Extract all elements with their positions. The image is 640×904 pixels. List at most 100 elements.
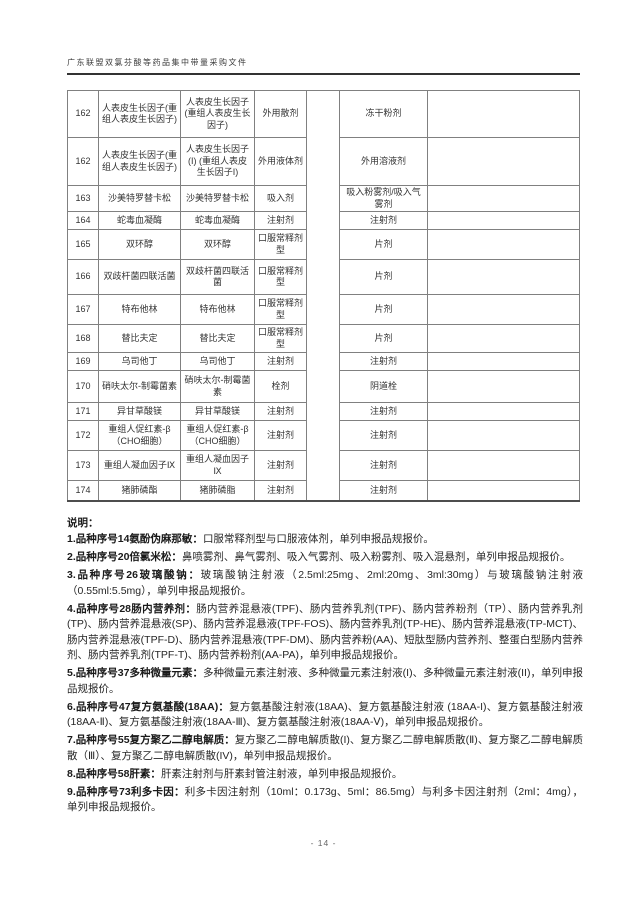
drug-name-alt-cell: 人表皮生长因子(I) (重组人表皮生长因子I) <box>180 137 255 186</box>
empty-note-cell <box>427 229 580 260</box>
drug-name-cell: 双歧杆菌四联活菌 <box>98 259 181 295</box>
drug-name-alt-cell: 重组人凝血因子Ⅸ <box>180 450 255 481</box>
empty-note-cell <box>427 185 580 212</box>
dosage-form-cell: 口服常释剂型 <box>254 229 307 260</box>
dosage-form-detail-cell: 阴道栓 <box>339 370 428 403</box>
drug-name-cell: 蛇毒血凝酶 <box>98 211 181 230</box>
note-text: 复方氨基酸注射液(18AA)、复方氨基酸注射液 (18AA-I)、复方氨基酸注射… <box>67 700 583 729</box>
row-index-cell: 166 <box>67 259 99 295</box>
note-label: 1.品种序号14氨酚伪麻那敏： <box>67 533 203 545</box>
row-index-cell: 170 <box>67 370 99 403</box>
dosage-form-detail-cell: 冻干粉剂 <box>339 90 428 138</box>
dosage-form-detail-cell: 外用溶液剂 <box>339 137 428 186</box>
page-header: 广东联盟双氯芬酸等药品集中带量采购文件 <box>67 57 580 75</box>
table-row: 164 蛇毒血凝酶 蛇毒血凝酶 注射剂 注射剂 <box>67 211 580 230</box>
note-label: 3.品种序号26玻璃酸钠： <box>67 569 201 581</box>
drug-name-alt-cell: 异甘草酸镁 <box>180 402 255 421</box>
drug-name-cell: 硝呋太尔-制霉菌素 <box>98 370 181 403</box>
note-text: 多种微量元素注射液、多种微量元素注射液(I)、多种微量元素注射液(II)，单列申… <box>67 667 583 695</box>
dosage-form-detail-cell: 注射剂 <box>339 450 428 481</box>
dosage-form-detail-cell: 片剂 <box>339 259 428 295</box>
header-title: 广东联盟双氯芬酸等药品集中带量采购文件 <box>67 58 248 67</box>
dosage-form-cell: 外用散剂 <box>254 90 307 138</box>
dosage-form-detail-cell: 注射剂 <box>339 211 428 230</box>
table-row: 173 重组人凝血因子Ⅸ 重组人凝血因子Ⅸ 注射剂 注射剂 <box>67 450 580 481</box>
empty-note-cell <box>427 211 580 230</box>
drug-name-alt-cell: 乌司他丁 <box>180 352 255 371</box>
notes-title: 说明： <box>67 516 99 529</box>
note-item: 2.品种序号20倍氯米松：鼻喷雾剂、鼻气雾剂、吸入气雾剂、吸入粉雾剂、吸入混悬剂… <box>67 550 583 566</box>
dosage-form-cell: 注射剂 <box>254 402 307 421</box>
table-row: 174 猪肺磷酯 猪肺磷脂 注射剂 注射剂 <box>67 480 580 501</box>
notes-list: 1.品种序号14氨酚伪麻那敏：口服常释剂型与口服液体剂，单列申报品规报价。 2.品… <box>67 532 583 816</box>
dosage-form-detail-cell: 片剂 <box>339 324 428 353</box>
note-label: 6.品种序号47复方氨基酸(18AA)： <box>67 700 230 713</box>
page-number: - 14 - <box>310 838 337 848</box>
note-item: 3.品种序号26玻璃酸钠：玻璃酸钠注射液（2.5ml:25mg、2ml:20mg… <box>67 568 583 599</box>
dosage-form-cell: 口服常释剂型 <box>254 294 307 325</box>
drug-name-alt-cell: 蛇毒血凝酶 <box>180 211 255 230</box>
table-row: 162 人表皮生长因子(重组人表皮生长因子) 人表皮生长因子(重组人表皮生长因子) 外… <box>67 90 580 501</box>
row-index-cell: 171 <box>67 402 99 421</box>
empty-note-cell <box>427 352 580 371</box>
row-index-cell: 172 <box>67 420 99 451</box>
table-row: 162 人表皮生长因子(重组人表皮生长因子) 人表皮生长因子(I) (重组人表皮生长… <box>67 137 580 186</box>
note-text: 玻璃酸钠注射液（2.5ml:25mg、2ml:20mg、3ml:30mg）与玻璃… <box>67 569 583 597</box>
note-label: 7.品种序号55复方聚乙二醇电解质： <box>67 734 235 746</box>
row-index-cell: 168 <box>67 324 99 353</box>
dosage-form-detail-cell: 注射剂 <box>339 480 428 501</box>
dosage-form-cell: 口服常释剂型 <box>254 324 307 353</box>
note-text: 口服常释剂型与口服液体剂，单列申报品规报价。 <box>202 533 434 545</box>
row-index-cell: 164 <box>67 211 99 230</box>
dosage-form-cell: 注射剂 <box>254 352 307 371</box>
empty-note-cell <box>427 294 580 325</box>
note-item: 8.品种序号58肝素：肝素注射剂与肝素封管注射液，单列申报品规报价。 <box>67 767 583 783</box>
note-label: 8.品种序号58肝素： <box>67 767 161 780</box>
drug-name-alt-cell: 替比夫定 <box>180 324 255 353</box>
drug-name-alt-cell: 猪肺磷脂 <box>180 480 255 501</box>
note-label: 2.品种序号20倍氯米松： <box>67 551 182 563</box>
drug-name-alt-cell: 重组人促红素-β（CHO细胞） <box>180 420 255 451</box>
drug-name-cell: 乌司他丁 <box>98 352 181 371</box>
dosage-form-cell: 栓剂 <box>254 370 307 403</box>
dosage-form-detail-cell: 吸入粉雾剂/吸入气雾剂 <box>339 185 428 212</box>
drug-name-alt-cell: 双环醇 <box>180 229 255 260</box>
drug-name-cell: 重组人凝血因子Ⅸ <box>98 450 181 481</box>
row-index-cell: 165 <box>67 229 99 260</box>
dosage-form-detail-cell: 片剂 <box>339 229 428 260</box>
table-row: 170 硝呋太尔-制霉菌素 硝呋太尔-制霉菌素 栓剂 阴道栓 <box>67 370 580 403</box>
drug-name-alt-cell: 人表皮生长因子(重组人表皮生长因子) <box>180 90 255 138</box>
drug-name-cell: 猪肺磷酯 <box>98 480 181 501</box>
drug-name-alt-cell: 特布他林 <box>180 294 255 325</box>
row-index-cell: 167 <box>67 294 99 325</box>
drug-name-cell: 沙美特罗替卡松 <box>98 185 181 212</box>
dosage-form-detail-cell: 注射剂 <box>339 352 428 371</box>
empty-note-cell <box>427 90 580 138</box>
note-label: 5.品种序号37多种微量元素： <box>67 667 204 679</box>
header-rule <box>67 73 580 75</box>
drug-name-alt-cell: 硝呋太尔-制霉菌素 <box>180 370 255 403</box>
row-index-cell: 174 <box>67 480 99 501</box>
drug-name-cell: 人表皮生长因子(重组人表皮生长因子) <box>98 137 181 186</box>
empty-note-cell <box>427 402 580 421</box>
dosage-form-cell: 口服常释剂型 <box>254 259 307 295</box>
merged-empty-cell <box>306 90 340 501</box>
dosage-form-cell: 注射剂 <box>254 211 307 230</box>
dosage-form-detail-cell: 注射剂 <box>339 420 428 451</box>
dosage-form-detail-cell: 片剂 <box>339 294 428 325</box>
empty-note-cell <box>427 450 580 481</box>
note-item: 1.品种序号14氨酚伪麻那敏：口服常释剂型与口服液体剂，单列申报品规报价。 <box>67 532 583 548</box>
empty-note-cell <box>427 370 580 403</box>
note-item: 5.品种序号37多种微量元素：多种微量元素注射液、多种微量元素注射液(I)、多种… <box>67 666 583 697</box>
drug-name-cell: 人表皮生长因子(重组人表皮生长因子) <box>98 90 181 138</box>
dosage-form-detail-cell: 注射剂 <box>339 402 428 421</box>
dosage-form-cell: 注射剂 <box>254 480 307 501</box>
note-item: 7.品种序号55复方聚乙二醇电解质：复方聚乙二醇电解质散(I)、复方聚乙二醇电解… <box>67 733 583 764</box>
note-label: 4.品种序号28肠内营养剂： <box>67 602 197 615</box>
drug-name-cell: 异甘草酸镁 <box>98 402 181 421</box>
note-text: 鼻喷雾剂、鼻气雾剂、吸入气雾剂、吸入粉雾剂、吸入混悬剂，单列申报品规报价。 <box>181 551 571 563</box>
table-row: 169 乌司他丁 乌司他丁 注射剂 注射剂 <box>67 352 580 371</box>
empty-note-cell <box>427 259 580 295</box>
dosage-form-cell: 外用液体剂 <box>254 137 307 186</box>
